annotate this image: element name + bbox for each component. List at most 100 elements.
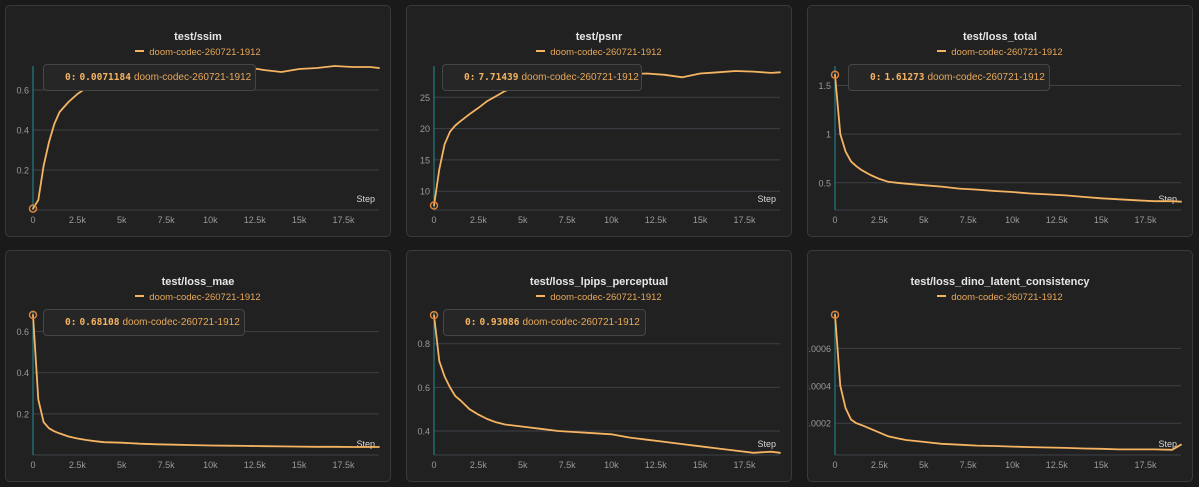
legend-series-name: doom-codec-260721-1912 [951,47,1063,58]
x-tick-label: 0 [832,460,837,470]
x-tick-label: 15k [292,215,307,225]
x-tick-label: 0 [30,460,35,470]
tooltip-value: 7.71439 [478,72,519,83]
y-tick-label: 10 [420,187,430,197]
y-tick-label: 0.6 [417,383,430,393]
x-tick-label: 10k [203,215,218,225]
line-chart-ssim[interactable]: 0.2 0.4 0.6 0 2.5k 5k 7.5k 10k 12.5k 15k 17.5k Step [6,6,392,238]
x-tick-label: 10k [604,460,619,470]
chart-panel-loss-total[interactable]: test/loss_total doom-codec-260721-1912 0… [807,5,1193,237]
series-line[interactable] [433,70,781,207]
hover-point-marker [429,310,439,320]
x-tick-label: 5k [117,460,127,470]
y-tick-label: 0.4 [16,126,29,136]
x-tick-label: 7.5k [559,460,577,470]
chart-legend[interactable]: doom-codec-260721-1912 [808,292,1192,303]
x-tick-label: 12.5k [1046,460,1069,470]
tooltip-step: 0: [870,72,882,83]
legend-line-swatch [536,295,546,298]
x-tick-label: 7.5k [158,460,176,470]
y-tick-label: 0.0002 [808,419,831,429]
line-chart-loss-dino-latent-consistency[interactable]: 0.0002 0.0004 0.0006 0 2.5k 5k 7.5k 10k 12.5k 15k… [808,251,1194,483]
series-line[interactable] [834,73,1182,203]
y-tick-label: 0.8 [417,339,430,349]
x-tick-label: 5k [919,215,929,225]
chart-panel-loss-lpips-perceptual[interactable]: test/loss_lpips_perceptual doom-codec-26… [406,250,792,482]
chart-legend[interactable]: doom-codec-260721-1912 [407,292,791,303]
chart-legend[interactable]: doom-codec-260721-1912 [407,47,791,58]
hover-point-marker [28,204,38,213]
x-axis-title: Step [356,439,375,449]
x-tick-label: 10k [1005,215,1020,225]
hover-tooltip: 0: 0.93086 doom-codec-260721-1912 [443,309,646,336]
legend-series-name: doom-codec-260721-1912 [550,47,662,58]
x-axis-title: Step [757,194,776,204]
tooltip-run-name: doom-codec-260721-1912 [521,72,639,83]
x-tick-label: 10k [604,215,619,225]
chart-legend[interactable]: doom-codec-260721-1912 [6,292,390,303]
chart-title: test/loss_total [963,31,1037,43]
y-tick-label: 0.2 [16,166,29,176]
line-chart-loss-mae[interactable]: 0.2 0.4 0.6 0 2.5k 5k 7.5k 10k 12.5k 15k 17.5k Step [6,251,392,483]
x-tick-label: 17.5k [332,215,355,225]
tooltip-step: 0: [65,317,77,328]
y-tick-label: 25 [420,93,430,103]
chart-title: test/ssim [174,31,222,43]
legend-line-swatch [937,50,947,53]
line-chart-psnr[interactable]: 10 15 20 25 0 2.5k 5k 7.5k 10k 12.5k 15k 17.5k Step [407,6,793,238]
hover-point-marker [429,201,439,210]
chart-title: test/psnr [575,31,623,43]
x-axis-title: Step [356,194,375,204]
y-tick-label: 0.0006 [808,344,831,354]
chart-panel-ssim[interactable]: test/ssim doom-codec-260721-1912 0.2 0.4 0… [5,5,391,237]
chart-panel-loss-mae[interactable]: test/loss_mae doom-codec-260721-1912 0.2… [5,250,391,482]
y-tick-label: 0.4 [417,427,430,437]
line-chart-loss-lpips-perceptual[interactable]: 0.4 0.6 0.8 0 2.5k 5k 7.5k 10k 12.5k 15k 17.5k Step [407,251,793,483]
x-tick-label: 2.5k [69,460,87,470]
legend-series-name: doom-codec-260721-1912 [951,292,1063,303]
chart-panel-psnr[interactable]: test/psnr doom-codec-260721-1912 10 15 20 2… [406,5,792,237]
tooltip-value: 0.0071184 [79,72,131,83]
chart-title: test/loss_mae [161,276,235,288]
y-tick-label: 0.5 [818,178,831,188]
chart-legend[interactable]: doom-codec-260721-1912 [6,47,390,58]
y-tick-label: 20 [420,124,430,134]
tooltip-step: 0: [465,317,477,328]
series-line[interactable] [433,314,781,454]
tooltip-step: 0: [464,72,476,83]
x-tick-label: 12.5k [244,215,267,225]
line-chart-loss-total[interactable]: 0.5 1 1.5 0 2.5k 5k 7.5k 10k 12.5k 15k 17.5k Step [808,6,1194,238]
y-tick-label: 1.5 [818,81,831,91]
x-tick-label: 5k [117,215,127,225]
chart-title: test/loss_dino_latent_consistency [910,276,1090,288]
chart-legend[interactable]: doom-codec-260721-1912 [808,47,1192,58]
y-tick-label: 1 [826,130,831,140]
x-tick-label: 2.5k [871,215,889,225]
x-tick-label: 10k [1005,460,1020,470]
x-tick-label: 12.5k [244,460,267,470]
hover-point-marker [28,310,38,320]
x-tick-label: 0 [832,215,837,225]
x-tick-label: 0 [431,460,436,470]
x-tick-label: 0 [30,215,35,225]
legend-series-name: doom-codec-260721-1912 [550,292,662,303]
hover-point-marker [830,310,840,319]
x-tick-label: 0 [431,215,436,225]
x-tick-label: 15k [1094,215,1109,225]
x-tick-label: 15k [693,460,708,470]
x-tick-label: 2.5k [470,460,488,470]
hover-point-marker [830,70,840,80]
chart-title: test/loss_lpips_perceptual [529,276,669,288]
y-tick-label: 0.2 [16,409,29,419]
x-tick-label: 17.5k [733,460,756,470]
x-tick-label: 7.5k [158,215,176,225]
hover-tooltip: 0: 1.61273 doom-codec-260721-1912 [848,64,1050,91]
x-tick-label: 15k [292,460,307,470]
legend-line-swatch [135,295,145,298]
series-line[interactable] [32,314,380,448]
x-tick-label: 15k [1094,460,1109,470]
x-tick-label: 5k [518,460,528,470]
chart-panel-loss-dino-latent-consistency[interactable]: test/loss_dino_latent_consistency doom-c… [807,250,1193,482]
tooltip-value: 1.61273 [884,72,925,83]
series-line[interactable] [834,313,1182,451]
